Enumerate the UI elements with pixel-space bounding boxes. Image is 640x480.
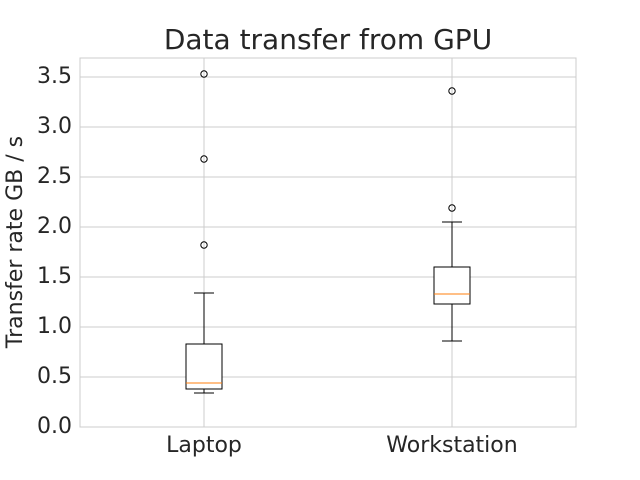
outlier	[200, 241, 208, 249]
x-tick-label: Laptop	[166, 433, 242, 458]
y-tick-label: 0.0	[37, 414, 72, 439]
y-tick-label: 0.5	[37, 364, 72, 389]
chart-title: Data transfer from GPU	[164, 23, 492, 56]
y-axis-label: Transfer rate GB / s	[3, 136, 28, 349]
y-tick-label: 2.0	[37, 214, 72, 239]
y-tick-label: 3.0	[37, 114, 72, 139]
x-tick-label: Workstation	[386, 433, 517, 458]
y-tick-label: 2.5	[37, 164, 72, 189]
y-tick-label: 1.0	[37, 314, 72, 339]
box	[433, 266, 471, 305]
y-tick-label: 3.5	[37, 64, 72, 89]
plot-area	[79, 57, 577, 428]
outlier	[448, 87, 456, 95]
outlier	[200, 155, 208, 163]
outlier	[200, 70, 208, 78]
box	[185, 343, 223, 390]
y-tick-label: 1.5	[37, 264, 72, 289]
outlier	[448, 204, 456, 212]
